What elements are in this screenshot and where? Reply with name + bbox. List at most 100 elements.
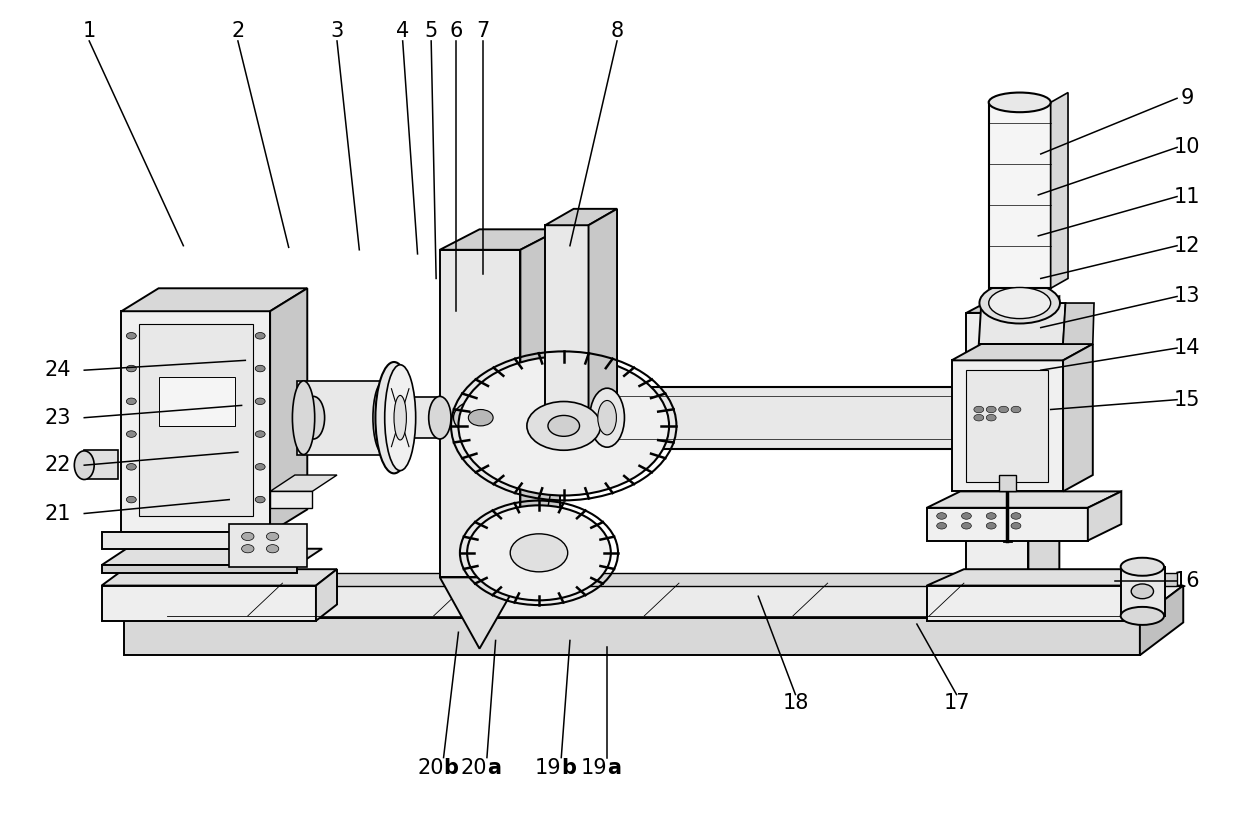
Text: a: a: [607, 758, 621, 778]
Circle shape: [937, 523, 947, 529]
Polygon shape: [102, 532, 270, 549]
Text: 11: 11: [1173, 187, 1201, 206]
Circle shape: [510, 534, 567, 572]
Circle shape: [126, 464, 136, 470]
Circle shape: [986, 414, 996, 421]
Polygon shape: [966, 370, 1048, 482]
Polygon shape: [121, 311, 270, 532]
Circle shape: [527, 401, 601, 450]
Text: 20: 20: [418, 758, 444, 778]
Polygon shape: [316, 569, 337, 621]
Ellipse shape: [1120, 558, 1165, 576]
Text: 8: 8: [611, 21, 623, 41]
Ellipse shape: [74, 450, 94, 479]
Text: 18: 18: [782, 693, 809, 713]
Circle shape: [468, 410, 493, 426]
Polygon shape: [1127, 569, 1165, 621]
Circle shape: [999, 406, 1009, 413]
Polygon shape: [159, 377, 235, 426]
Polygon shape: [999, 475, 1016, 491]
Circle shape: [458, 356, 669, 495]
Ellipse shape: [384, 364, 416, 471]
Circle shape: [986, 406, 996, 413]
Polygon shape: [102, 565, 297, 573]
Circle shape: [961, 513, 971, 519]
Circle shape: [255, 398, 265, 405]
Text: 4: 4: [396, 21, 409, 41]
Circle shape: [242, 545, 254, 553]
Polygon shape: [1121, 567, 1165, 616]
Text: 13: 13: [1173, 287, 1201, 306]
Polygon shape: [545, 209, 617, 225]
Polygon shape: [121, 288, 307, 311]
Circle shape: [1131, 584, 1154, 599]
Polygon shape: [440, 250, 520, 577]
Ellipse shape: [989, 93, 1051, 112]
Circle shape: [126, 365, 136, 372]
Polygon shape: [966, 313, 1028, 586]
Text: 3: 3: [331, 21, 343, 41]
Polygon shape: [952, 360, 1063, 491]
Circle shape: [986, 523, 996, 529]
Text: b: b: [561, 758, 576, 778]
Circle shape: [266, 545, 279, 553]
Circle shape: [255, 431, 265, 437]
Polygon shape: [1063, 344, 1093, 491]
Circle shape: [1011, 406, 1021, 413]
Text: 6: 6: [450, 21, 462, 41]
Circle shape: [242, 532, 254, 541]
Polygon shape: [270, 491, 312, 508]
Circle shape: [266, 532, 279, 541]
Ellipse shape: [302, 396, 325, 439]
Circle shape: [937, 513, 947, 519]
Polygon shape: [102, 586, 316, 621]
Circle shape: [126, 333, 136, 339]
Ellipse shape: [989, 287, 1051, 319]
Polygon shape: [545, 225, 589, 426]
Ellipse shape: [597, 400, 617, 435]
Text: 22: 22: [45, 455, 72, 475]
Polygon shape: [1051, 93, 1068, 288]
Text: a: a: [487, 758, 501, 778]
Polygon shape: [966, 296, 1059, 313]
Polygon shape: [84, 450, 118, 479]
Circle shape: [255, 496, 265, 503]
Ellipse shape: [373, 381, 395, 455]
Circle shape: [974, 414, 984, 421]
Polygon shape: [130, 573, 1078, 586]
Text: 5: 5: [425, 21, 437, 41]
Text: 9: 9: [1181, 88, 1193, 108]
Circle shape: [548, 415, 580, 437]
Text: 2: 2: [232, 21, 244, 41]
Text: 23: 23: [45, 408, 72, 428]
Ellipse shape: [429, 396, 451, 439]
Polygon shape: [927, 491, 1121, 508]
Text: 24: 24: [45, 360, 72, 380]
Circle shape: [961, 523, 971, 529]
Circle shape: [126, 496, 136, 503]
Circle shape: [255, 464, 265, 470]
Polygon shape: [229, 524, 307, 567]
Polygon shape: [297, 381, 384, 455]
Ellipse shape: [394, 396, 406, 440]
Polygon shape: [270, 475, 337, 491]
Circle shape: [126, 398, 136, 405]
Polygon shape: [307, 397, 440, 438]
Text: 12: 12: [1173, 236, 1201, 256]
Polygon shape: [440, 577, 520, 649]
Text: 14: 14: [1173, 338, 1201, 358]
Polygon shape: [1063, 303, 1094, 344]
Polygon shape: [589, 209, 617, 426]
Polygon shape: [270, 288, 307, 532]
Polygon shape: [927, 569, 1165, 586]
Text: 21: 21: [45, 504, 72, 523]
Text: 10: 10: [1173, 138, 1201, 157]
Text: b: b: [444, 758, 458, 778]
Circle shape: [467, 505, 611, 600]
Circle shape: [453, 400, 508, 436]
Ellipse shape: [590, 388, 624, 447]
Polygon shape: [979, 303, 1066, 344]
Polygon shape: [1140, 586, 1183, 655]
Ellipse shape: [1120, 607, 1165, 625]
Text: 19: 19: [581, 758, 607, 778]
